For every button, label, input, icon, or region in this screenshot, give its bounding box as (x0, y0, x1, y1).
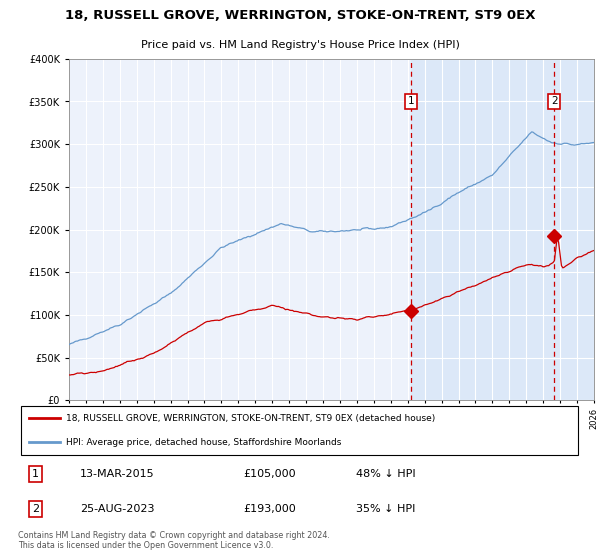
Text: £193,000: £193,000 (244, 505, 296, 514)
Text: 18, RUSSELL GROVE, WERRINGTON, STOKE-ON-TRENT, ST9 0EX: 18, RUSSELL GROVE, WERRINGTON, STOKE-ON-… (65, 9, 535, 22)
FancyBboxPatch shape (21, 406, 578, 455)
Text: 2: 2 (32, 505, 39, 514)
Text: 25-AUG-2023: 25-AUG-2023 (80, 505, 155, 514)
Text: Price paid vs. HM Land Registry's House Price Index (HPI): Price paid vs. HM Land Registry's House … (140, 40, 460, 50)
Text: Contains HM Land Registry data © Crown copyright and database right 2024.
This d: Contains HM Land Registry data © Crown c… (18, 531, 330, 550)
Bar (411, 59, 594, 400)
Text: 1: 1 (32, 469, 39, 479)
Text: 1: 1 (408, 96, 415, 106)
Text: HPI: Average price, detached house, Staffordshire Moorlands: HPI: Average price, detached house, Staf… (66, 438, 341, 447)
Text: 2: 2 (551, 96, 557, 106)
Text: 13-MAR-2015: 13-MAR-2015 (80, 469, 155, 479)
Text: 48% ↓ HPI: 48% ↓ HPI (356, 469, 416, 479)
Text: 18, RUSSELL GROVE, WERRINGTON, STOKE-ON-TRENT, ST9 0EX (detached house): 18, RUSSELL GROVE, WERRINGTON, STOKE-ON-… (66, 414, 435, 423)
Bar (554, 59, 594, 400)
Text: 35% ↓ HPI: 35% ↓ HPI (356, 505, 416, 514)
Text: £105,000: £105,000 (244, 469, 296, 479)
